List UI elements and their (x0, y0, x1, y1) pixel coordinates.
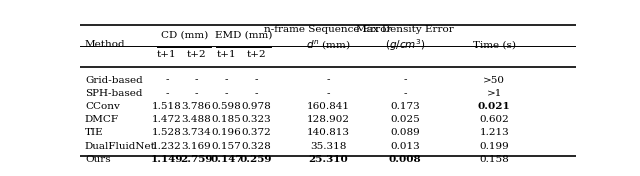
Text: -: - (195, 76, 198, 85)
Text: Max Density Error: Max Density Error (356, 25, 454, 34)
Text: 0.157: 0.157 (211, 142, 241, 151)
Text: EMD (mm): EMD (mm) (215, 31, 273, 40)
Text: 140.813: 140.813 (307, 128, 349, 137)
Text: -: - (403, 76, 406, 85)
Text: 0.259: 0.259 (240, 155, 273, 164)
Text: 3.169: 3.169 (182, 142, 211, 151)
Text: t+1: t+1 (216, 50, 236, 59)
Text: 1.213: 1.213 (479, 128, 509, 137)
Text: 1.149: 1.149 (150, 155, 183, 164)
Text: $(g/cm^3)$: $(g/cm^3)$ (385, 38, 425, 53)
Text: n-frame Sequence Error: n-frame Sequence Error (264, 25, 392, 34)
Text: >50: >50 (483, 76, 505, 85)
Text: -: - (195, 89, 198, 98)
Text: DMCF: DMCF (85, 115, 119, 124)
Text: 1.472: 1.472 (152, 115, 182, 124)
Text: TIE: TIE (85, 128, 104, 137)
Text: -: - (225, 89, 228, 98)
Text: Ours: Ours (85, 155, 111, 164)
Text: 0.008: 0.008 (388, 155, 421, 164)
Text: 0.173: 0.173 (390, 102, 420, 111)
Text: 3.786: 3.786 (182, 102, 211, 111)
Text: -: - (403, 89, 406, 98)
Text: 1.528: 1.528 (152, 128, 182, 137)
Text: -: - (254, 76, 258, 85)
Text: t+2: t+2 (187, 50, 206, 59)
Text: Time (s): Time (s) (473, 40, 516, 49)
Text: -: - (326, 89, 330, 98)
Text: 0.025: 0.025 (390, 115, 420, 124)
Text: SPH-based: SPH-based (85, 89, 143, 98)
Text: -: - (225, 76, 228, 85)
Text: 3.734: 3.734 (182, 128, 211, 137)
Text: 0.602: 0.602 (479, 115, 509, 124)
Text: 35.318: 35.318 (310, 142, 346, 151)
Text: Grid-based: Grid-based (85, 76, 143, 85)
Text: 0.598: 0.598 (211, 102, 241, 111)
Text: 160.841: 160.841 (307, 102, 349, 111)
Text: 0.328: 0.328 (241, 142, 271, 151)
Text: 0.089: 0.089 (390, 128, 420, 137)
Text: CD (mm): CD (mm) (161, 31, 208, 40)
Text: 0.158: 0.158 (479, 155, 509, 164)
Text: 128.902: 128.902 (307, 115, 349, 124)
Text: 0.372: 0.372 (241, 128, 271, 137)
Text: >1: >1 (486, 89, 502, 98)
Text: -: - (165, 76, 168, 85)
Text: 0.147: 0.147 (210, 155, 243, 164)
Text: t+2: t+2 (246, 50, 266, 59)
Text: 0.185: 0.185 (211, 115, 241, 124)
Text: 0.323: 0.323 (241, 115, 271, 124)
Text: 2.759: 2.759 (180, 155, 213, 164)
Text: -: - (326, 76, 330, 85)
Text: Method: Method (85, 40, 125, 49)
Text: 1.232: 1.232 (152, 142, 182, 151)
Text: $d^n$ (mm): $d^n$ (mm) (306, 39, 350, 52)
Text: DualFluidNet: DualFluidNet (85, 142, 156, 151)
Text: CConv: CConv (85, 102, 120, 111)
Text: 0.978: 0.978 (241, 102, 271, 111)
Text: 1.518: 1.518 (152, 102, 182, 111)
Text: 0.013: 0.013 (390, 142, 420, 151)
Text: -: - (254, 89, 258, 98)
Text: -: - (165, 89, 168, 98)
Text: 3.488: 3.488 (182, 115, 211, 124)
Text: t+1: t+1 (157, 50, 177, 59)
Text: 25.310: 25.310 (308, 155, 348, 164)
Text: 0.196: 0.196 (211, 128, 241, 137)
Text: 0.021: 0.021 (478, 102, 511, 111)
Text: 0.199: 0.199 (479, 142, 509, 151)
